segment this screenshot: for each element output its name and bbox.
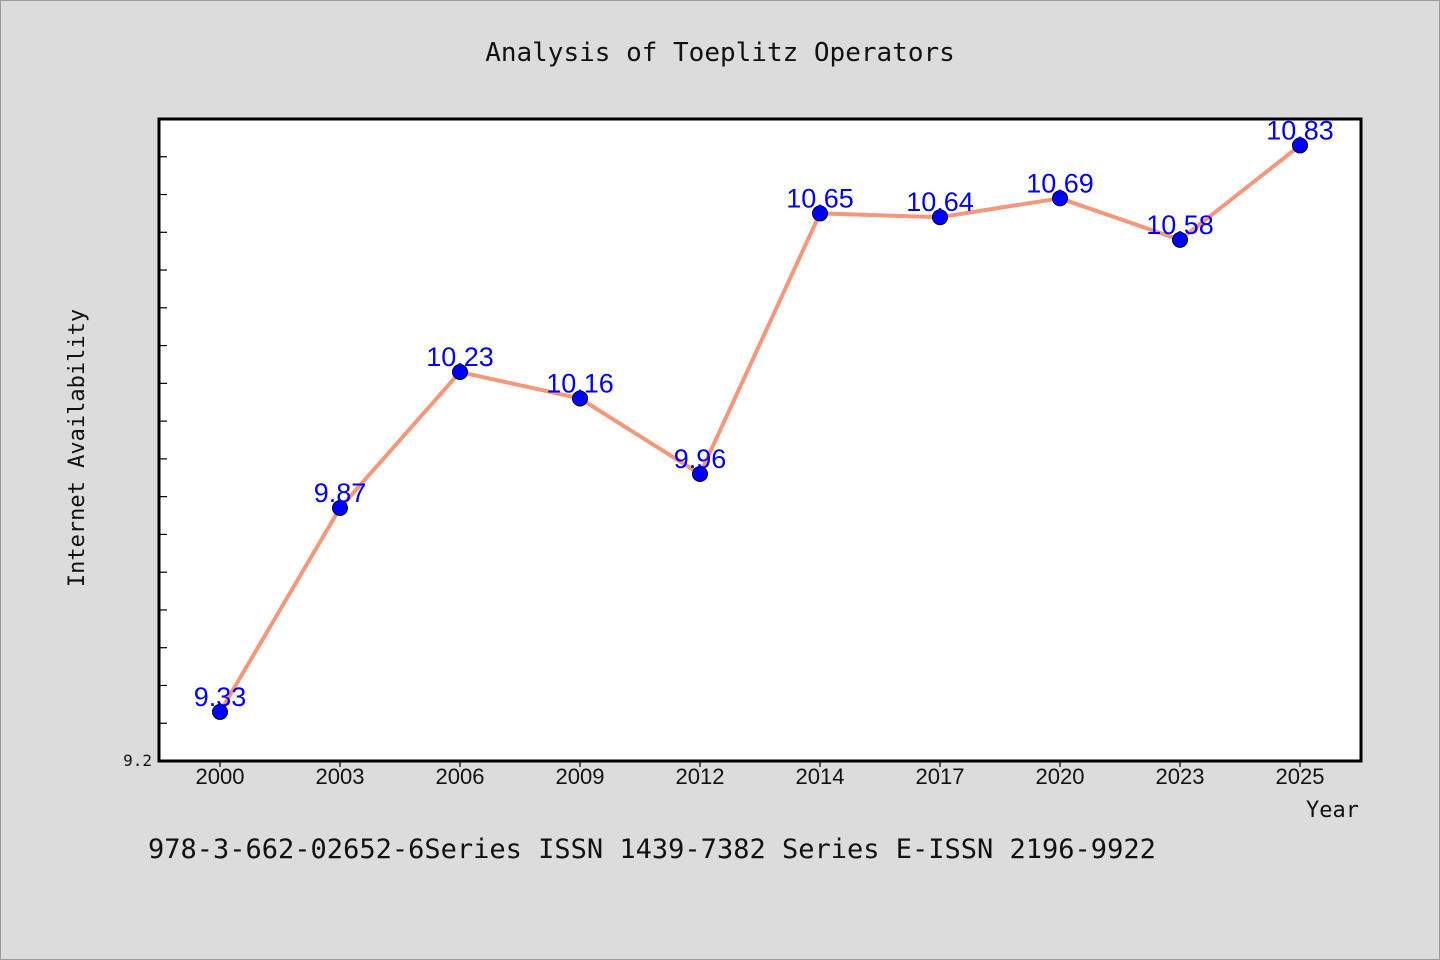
data-point-label: 10.58 [1146,210,1214,240]
data-point-marker [1172,231,1188,248]
chart-title: Analysis of Toeplitz Operators [485,38,955,68]
x-tick-label: 2009 [556,764,605,789]
series-line [218,143,1302,713]
data-point-marker [1052,190,1068,207]
x-tick-label: 2006 [436,764,485,789]
data-point-label: 9.87 [314,478,367,508]
x-axis-ticks [219,761,1301,767]
y-tick-label: 9.2 [123,751,152,770]
x-tick-label: 2020 [1036,764,1085,789]
data-point-label: 10.83 [1266,115,1334,145]
y-axis-ticks [159,156,167,724]
x-tick-label: 2025 [1276,764,1325,789]
data-point-label: 9.33 [194,682,247,712]
x-axis-title: Year [1306,798,1359,823]
y-axis-title: Internet Availability [65,309,90,587]
x-tick-label: 2012 [676,764,725,789]
data-point-marker [212,703,228,720]
x-tick-label: 2017 [916,764,965,789]
data-point-marker [452,364,468,381]
x-tick-labels: 2000 2003 2006 2009 2012 2014 2017 2020 2023 2025 [196,764,1325,789]
data-point-marker [572,390,588,407]
data-labels: 9.33 9.87 10.23 10.16 9.96 10.65 10.64 10.69 10.… [194,115,1334,711]
data-point-label: 10.16 [546,368,614,398]
data-point-label: 10.23 [426,342,494,372]
footer-text: 978-3-662-02652-6Series ISSN 1439-7382 S… [148,834,1156,865]
data-point-marker [332,499,348,516]
data-point-marker [932,209,948,226]
data-point-label: 10.65 [786,183,854,213]
x-tick-label: 2000 [196,764,245,789]
data-point-marker [1292,137,1308,154]
data-markers [212,137,1308,720]
data-point-label: 10.69 [1026,168,1094,198]
x-tick-label: 2003 [316,764,365,789]
data-point-label: 10.64 [906,187,974,217]
data-point-marker [812,205,828,222]
data-point-label: 9.96 [674,444,727,474]
plot-area [157,117,1363,763]
data-point-marker [692,465,708,482]
x-tick-label: 2023 [1156,764,1205,789]
x-tick-label: 2014 [796,764,845,789]
